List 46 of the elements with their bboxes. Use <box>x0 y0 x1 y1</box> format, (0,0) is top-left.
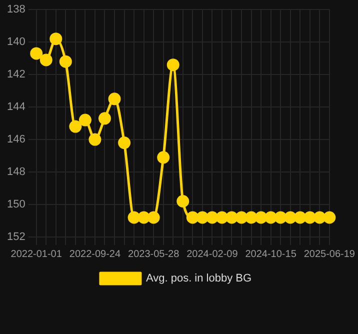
x-tick-label: 2022-01-01 <box>10 248 62 260</box>
y-tick-label: 146 <box>6 134 26 146</box>
point <box>138 211 150 224</box>
point <box>196 211 209 224</box>
y-tick-label: 140 <box>6 36 26 48</box>
y-tick-label: 144 <box>6 101 26 114</box>
point <box>147 211 160 224</box>
y-tick-label: 138 <box>6 4 26 16</box>
point <box>59 55 72 68</box>
point <box>128 211 140 224</box>
point <box>216 211 228 224</box>
point <box>157 151 170 164</box>
y-tick-label: 150 <box>6 198 26 211</box>
x-tick-label: 2023-05-28 <box>128 248 180 260</box>
point <box>30 47 43 60</box>
point <box>186 211 199 224</box>
point <box>88 133 102 146</box>
point <box>118 136 131 150</box>
point <box>313 211 326 224</box>
point <box>98 112 111 125</box>
point <box>254 211 268 224</box>
point <box>50 32 62 46</box>
point <box>323 211 336 224</box>
point <box>206 211 218 224</box>
point <box>264 211 278 224</box>
x-tick-label: 2025-06-19 <box>304 248 356 260</box>
point <box>274 211 287 224</box>
x-tick-label: 2024-10-15 <box>245 248 297 260</box>
point <box>78 114 92 126</box>
x-tick-label: 2024-02-09 <box>186 248 238 260</box>
point <box>108 92 121 106</box>
point <box>284 211 297 224</box>
point <box>40 54 52 66</box>
point <box>225 211 238 224</box>
point <box>294 211 306 224</box>
point <box>176 195 190 208</box>
point <box>304 211 316 224</box>
point <box>245 211 258 224</box>
point <box>235 211 248 224</box>
point <box>69 120 82 133</box>
y-tick-label: 152 <box>6 231 26 244</box>
legend-label: Avg. pos. in lobby BG <box>146 272 252 285</box>
y-tick-label: 142 <box>6 68 26 81</box>
x-tick-label: 2022-09-24 <box>69 248 121 260</box>
point <box>166 58 180 72</box>
y-tick-label: 148 <box>6 166 26 178</box>
